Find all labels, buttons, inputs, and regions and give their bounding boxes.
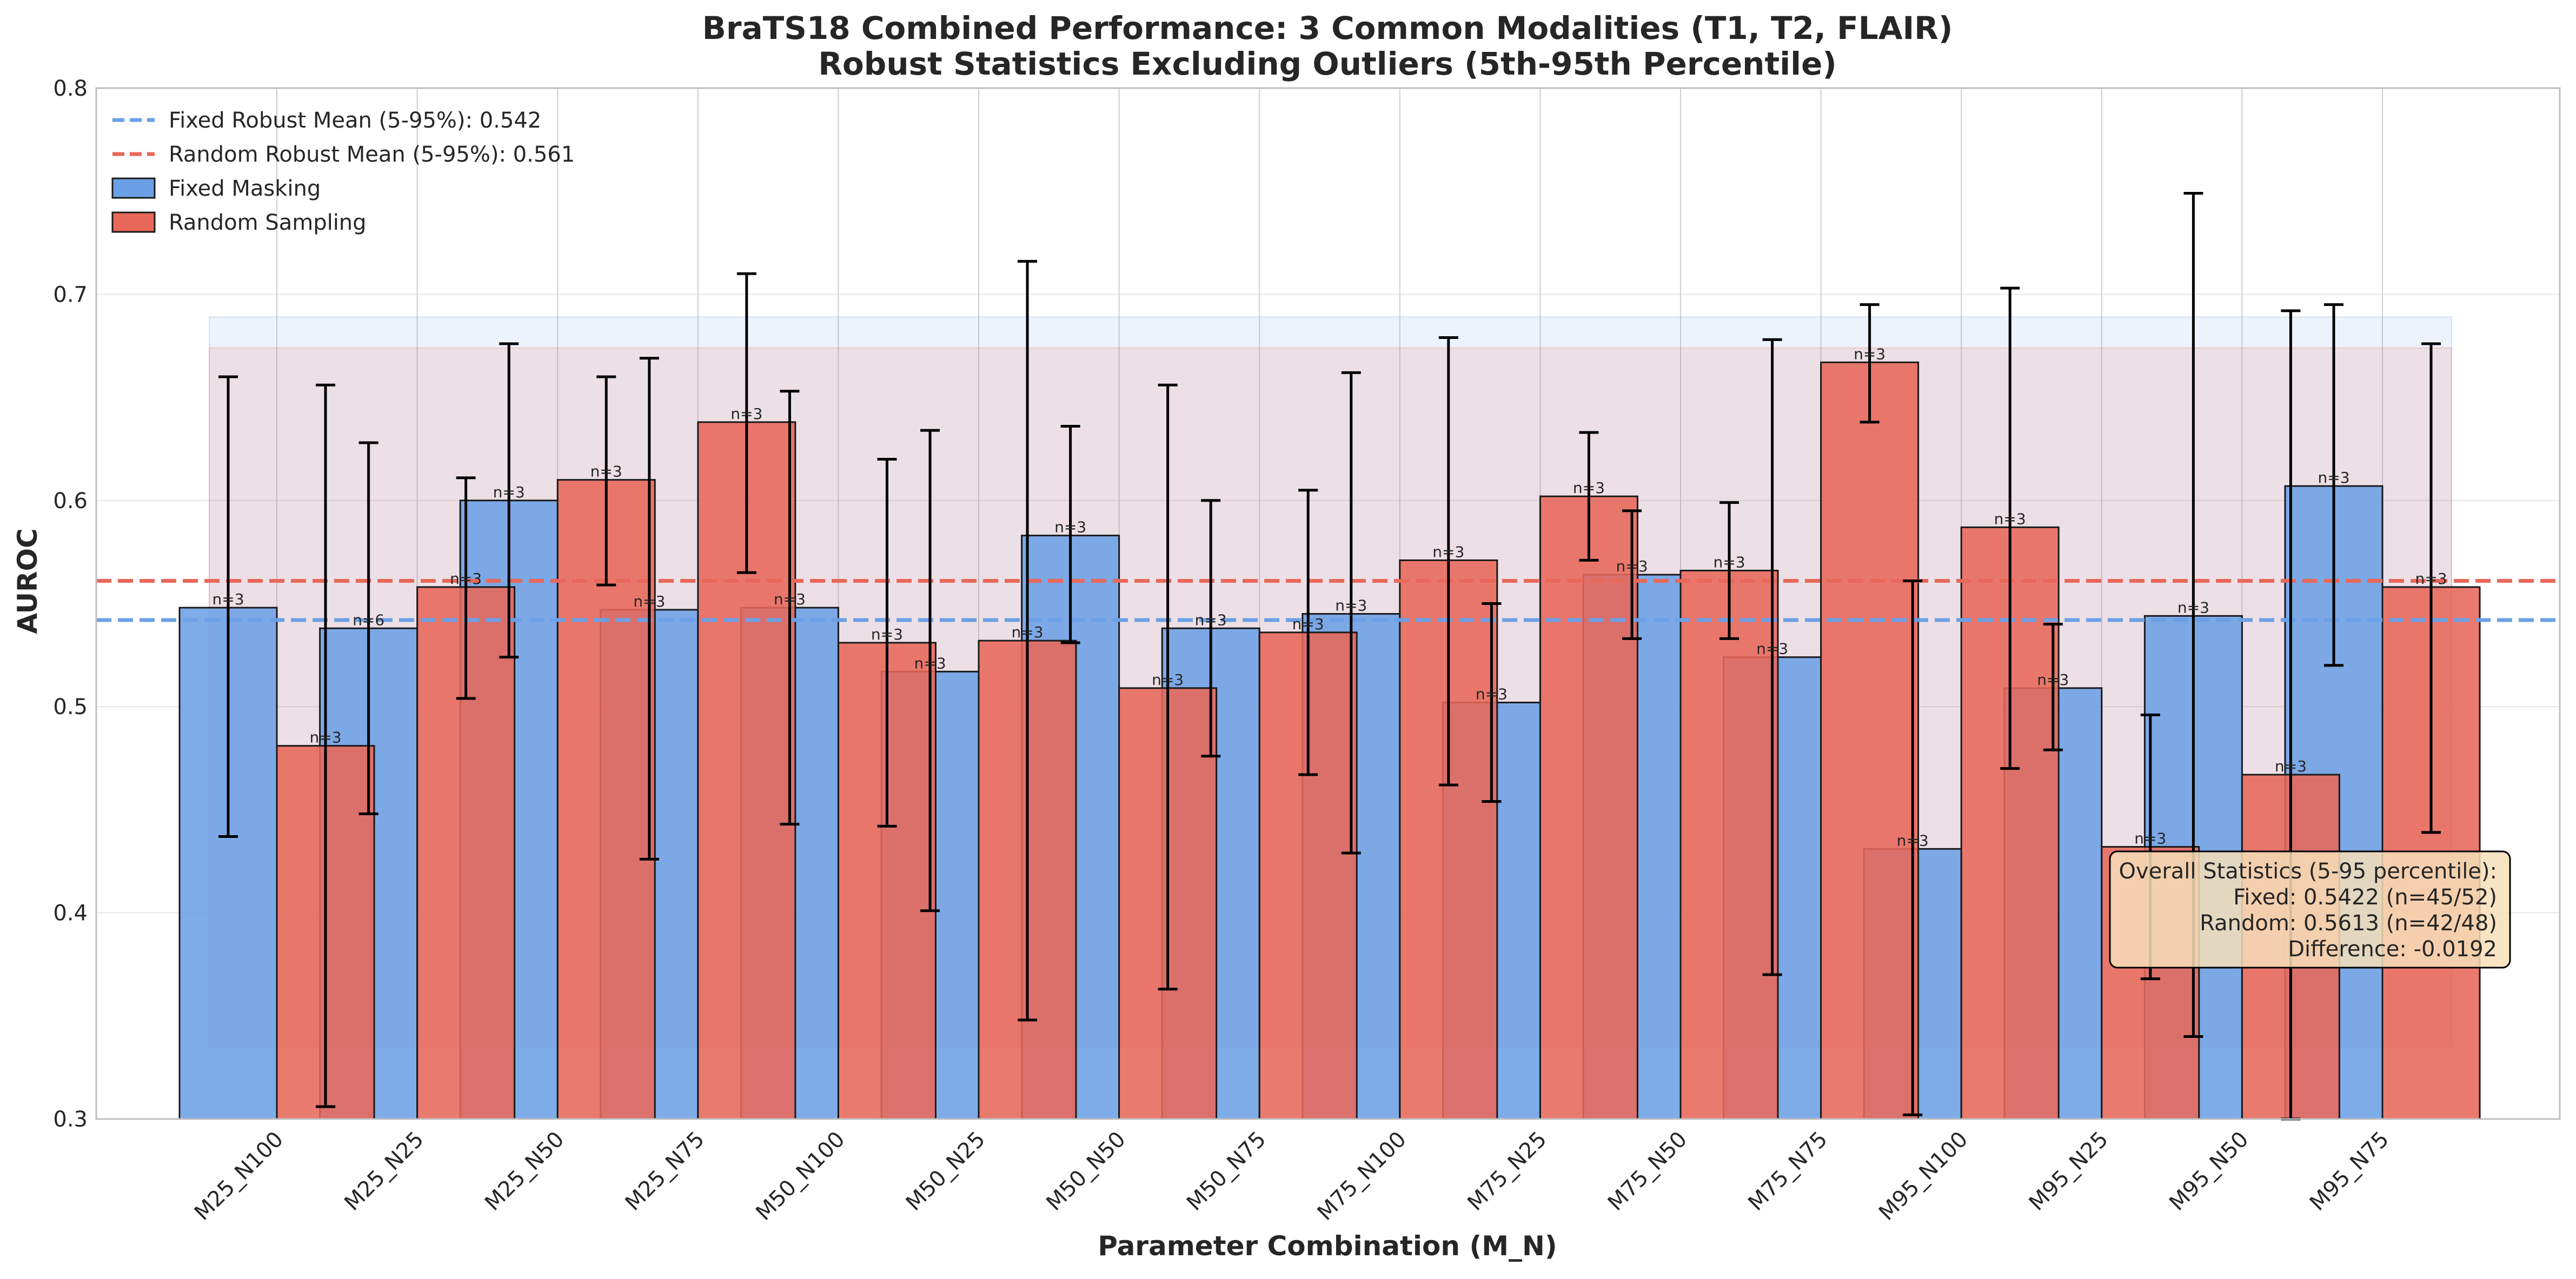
stats-line: Fixed: 0.5422 (n=45/52) — [2233, 885, 2497, 910]
x-tick-label: M50_N25 — [901, 1127, 990, 1216]
random-n-label: n=3 — [450, 570, 482, 588]
stats-box — [2109, 850, 2511, 969]
y-tick-label: 0.6 — [53, 489, 88, 514]
x-tick-label: M25_N75 — [621, 1127, 709, 1216]
random-n-label: n=3 — [731, 405, 762, 423]
fixed-n-label: n=3 — [774, 590, 806, 608]
fixed-n-label: n=3 — [1054, 518, 1086, 536]
random-n-label: n=3 — [871, 625, 903, 643]
legend-swatch-fixed — [111, 177, 156, 199]
y-tick-label: 0.5 — [53, 695, 88, 720]
fixed-n-label: n=3 — [1616, 557, 1648, 575]
random-n-label: n=3 — [1713, 553, 1745, 571]
fixed-n-label: n=3 — [1195, 611, 1227, 629]
fixed-n-label: n=3 — [1756, 640, 1788, 658]
legend-swatch-random — [111, 211, 156, 233]
random-n-label: n=3 — [2134, 830, 2166, 848]
random-n-label: n=3 — [590, 463, 622, 481]
random-n-label: n=3 — [1994, 510, 2026, 528]
random-bar — [1679, 569, 1779, 1120]
legend-label: Fixed Masking — [169, 176, 321, 201]
fixed-n-label: n=3 — [1335, 597, 1367, 615]
fixed-n-label: n=3 — [212, 590, 244, 608]
x-tick-label: M50_N50 — [1041, 1127, 1130, 1216]
fixed-n-label: n=3 — [1476, 685, 1508, 703]
stats-line: Difference: -0.0192 — [2288, 937, 2497, 962]
stats-line: Overall Statistics (5-95 percentile): — [2119, 859, 2497, 884]
x-tick-label: M25_N50 — [480, 1127, 569, 1216]
y-tick-label: 0.7 — [53, 282, 88, 307]
x-tick-label: M95_N75 — [2305, 1127, 2394, 1216]
y-tick-label: 0.3 — [53, 1107, 88, 1132]
y-tick-label: 0.4 — [53, 901, 88, 926]
random-n-label: n=3 — [1152, 671, 1184, 689]
random-n-label: n=3 — [1432, 543, 1464, 561]
x-axis-title: Parameter Combination (M_N) — [1098, 1230, 1557, 1262]
x-tick-label: M75_N25 — [1463, 1127, 1551, 1216]
random-bar — [1539, 495, 1638, 1120]
random-n-label: n=3 — [1292, 615, 1324, 633]
fixed-n-label: n=3 — [2318, 469, 2349, 487]
x-tick-label: M25_N25 — [340, 1127, 428, 1216]
random-n-label: n=3 — [1854, 345, 1885, 363]
random-bar — [1820, 361, 1920, 1120]
x-tick-label: M50_N100 — [751, 1127, 849, 1225]
random-bar — [556, 479, 656, 1120]
fixed-n-label: n=3 — [1897, 831, 1929, 849]
x-tick-label: M75_N100 — [1313, 1127, 1411, 1225]
fixed-n-label: n=3 — [914, 654, 946, 672]
chart-subtitle: Robust Statistics Excluding Outliers (5t… — [818, 45, 1837, 82]
fixed-n-label: n=3 — [633, 592, 665, 610]
x-tick-label: M95_N100 — [1874, 1127, 1973, 1225]
legend-label: Random Robust Mean (5-95%): 0.561 — [169, 142, 575, 167]
fixed-n-label: n=3 — [493, 483, 525, 501]
plot-area: n=3 n=6 n=3 n=3 n=3 n=3 n=3 n=3 n=3 n=3 n=3 n=3 n=3 n… — [53, 76, 2561, 1225]
legend-label: Fixed Robust Mean (5-95%): 0.542 — [169, 108, 541, 133]
fixed-n-label: n=6 — [353, 611, 384, 629]
legend-label: Random Sampling — [169, 210, 367, 235]
random-n-label: n=3 — [309, 729, 341, 747]
stats-line: Random: 0.5613 (n=42/48) — [2200, 911, 2497, 936]
x-tick-label: M95_N50 — [2165, 1127, 2253, 1216]
y-tick-label: 0.8 — [53, 76, 88, 101]
y-axis-title: AUROC — [12, 528, 43, 634]
random-n-label: n=3 — [1573, 479, 1605, 497]
plot-frame — [95, 87, 2561, 1120]
random-n-label: n=3 — [2415, 570, 2447, 588]
x-tick-label: M50_N75 — [1182, 1127, 1271, 1216]
random-n-label: n=3 — [2275, 757, 2307, 775]
x-tick-label: M75_N75 — [1743, 1127, 1832, 1216]
x-tick-label: M75_N50 — [1603, 1127, 1692, 1216]
fixed-n-label: n=3 — [2037, 671, 2069, 689]
x-tick-label: M95_N25 — [2024, 1127, 2113, 1216]
fixed-n-label: n=3 — [2177, 598, 2209, 616]
x-tick-label: M25_N100 — [190, 1127, 288, 1225]
chart-title: BraTS18 Combined Performance: 3 Common M… — [702, 10, 1953, 46]
random-n-label: n=3 — [1011, 623, 1043, 641]
